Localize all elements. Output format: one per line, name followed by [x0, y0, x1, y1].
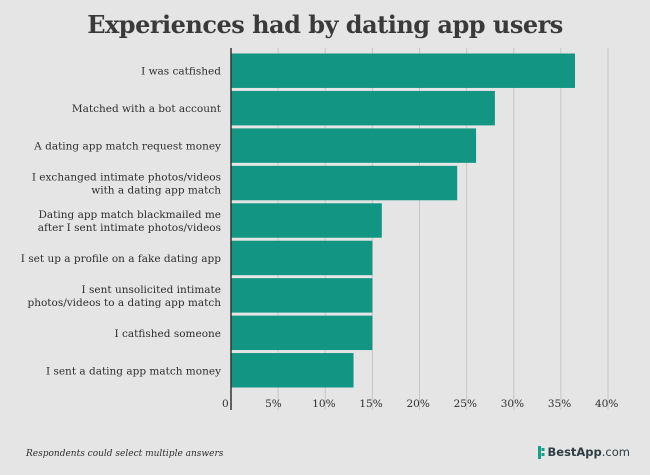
category-label: I exchanged intimate photos/videos with a…: [32, 172, 221, 197]
category-label: Dating app match blackmailed me after I s…: [38, 209, 221, 234]
bar: [231, 278, 373, 313]
x-tick-label: 40%: [595, 398, 618, 410]
x-tick-label: 10%: [312, 398, 335, 410]
x-axis-ticks: 0 5% 10% 15% 20% 25% 30% 35% 40%: [222, 398, 618, 410]
category-labels: I was catfished Matched with a bot accoun…: [21, 66, 222, 378]
bar: [231, 90, 495, 126]
x-tick-label: 15%: [359, 398, 382, 410]
category-label: I sent unsolicited intimate photos/videos…: [27, 284, 221, 309]
bar: [231, 240, 373, 276]
brand-name: BestApp: [547, 445, 602, 459]
footnote: Respondents could select multiple answer…: [26, 449, 224, 459]
brand-suffix: .com: [601, 445, 630, 459]
bar: [231, 165, 458, 201]
category-label: I was catfished: [141, 66, 221, 78]
chart-title: Experiences had by dating app users: [87, 10, 563, 39]
bar: [231, 128, 477, 163]
x-tick-label: 35%: [548, 398, 571, 410]
category-label: I catfished someone: [115, 328, 221, 340]
category-label: Matched with a bot account: [72, 103, 222, 115]
bar: [231, 203, 382, 238]
category-label: A dating app match request money: [33, 141, 221, 153]
x-tick-label: 5%: [265, 398, 282, 410]
category-label: I sent a dating app match money: [46, 365, 221, 377]
x-tick-label: 20%: [407, 398, 430, 410]
bar: [231, 53, 576, 88]
category-label: I set up a profile on a fake dating app: [21, 253, 221, 265]
x-tick-label: 0: [222, 398, 229, 410]
bar: [231, 353, 354, 388]
bars: [231, 53, 576, 388]
brand-logo[interactable]: BestApp.com: [537, 445, 630, 459]
bestapp-logo-icon: [537, 445, 544, 459]
x-tick-label: 25%: [454, 398, 477, 410]
x-tick-label: 30%: [501, 398, 524, 410]
bar: [231, 315, 373, 351]
